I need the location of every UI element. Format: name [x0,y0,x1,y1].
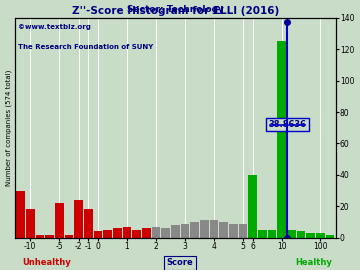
Bar [152,227,160,238]
Text: Score: Score [167,258,193,267]
Title: Z''-Score Histogram for ELLI (2016): Z''-Score Histogram for ELLI (2016) [72,6,279,16]
Bar [316,233,325,238]
Bar [171,225,180,238]
Text: ©www.textbiz.org: ©www.textbiz.org [18,24,91,30]
Bar [287,230,296,238]
Bar [123,227,131,238]
Bar [248,175,257,238]
Y-axis label: Number of companies (574 total): Number of companies (574 total) [5,70,12,186]
Bar [267,230,276,238]
Bar [84,210,93,238]
Bar [16,191,25,238]
Bar [36,235,44,238]
Bar [306,233,315,238]
Bar [190,222,199,238]
Bar [229,224,238,238]
Bar [113,228,122,238]
Bar [142,228,150,238]
Bar [161,228,170,238]
Bar [297,231,305,238]
Text: Unhealthy: Unhealthy [22,258,71,267]
Text: Sector: Technology: Sector: Technology [127,5,224,14]
Bar [200,221,209,238]
Bar [103,230,112,238]
Bar [181,224,189,238]
Text: Healthy: Healthy [295,258,332,267]
Bar [94,231,102,238]
Bar [210,221,218,238]
Bar [258,230,267,238]
Bar [239,224,247,238]
Bar [326,235,334,238]
Bar [55,203,64,238]
Bar [277,41,286,238]
Text: 38.8636: 38.8636 [269,120,306,129]
Bar [64,235,73,238]
Bar [219,222,228,238]
Bar [132,230,141,238]
Bar [74,200,83,238]
Bar [45,235,54,238]
Text: The Research Foundation of SUNY: The Research Foundation of SUNY [18,44,153,50]
Bar [26,210,35,238]
